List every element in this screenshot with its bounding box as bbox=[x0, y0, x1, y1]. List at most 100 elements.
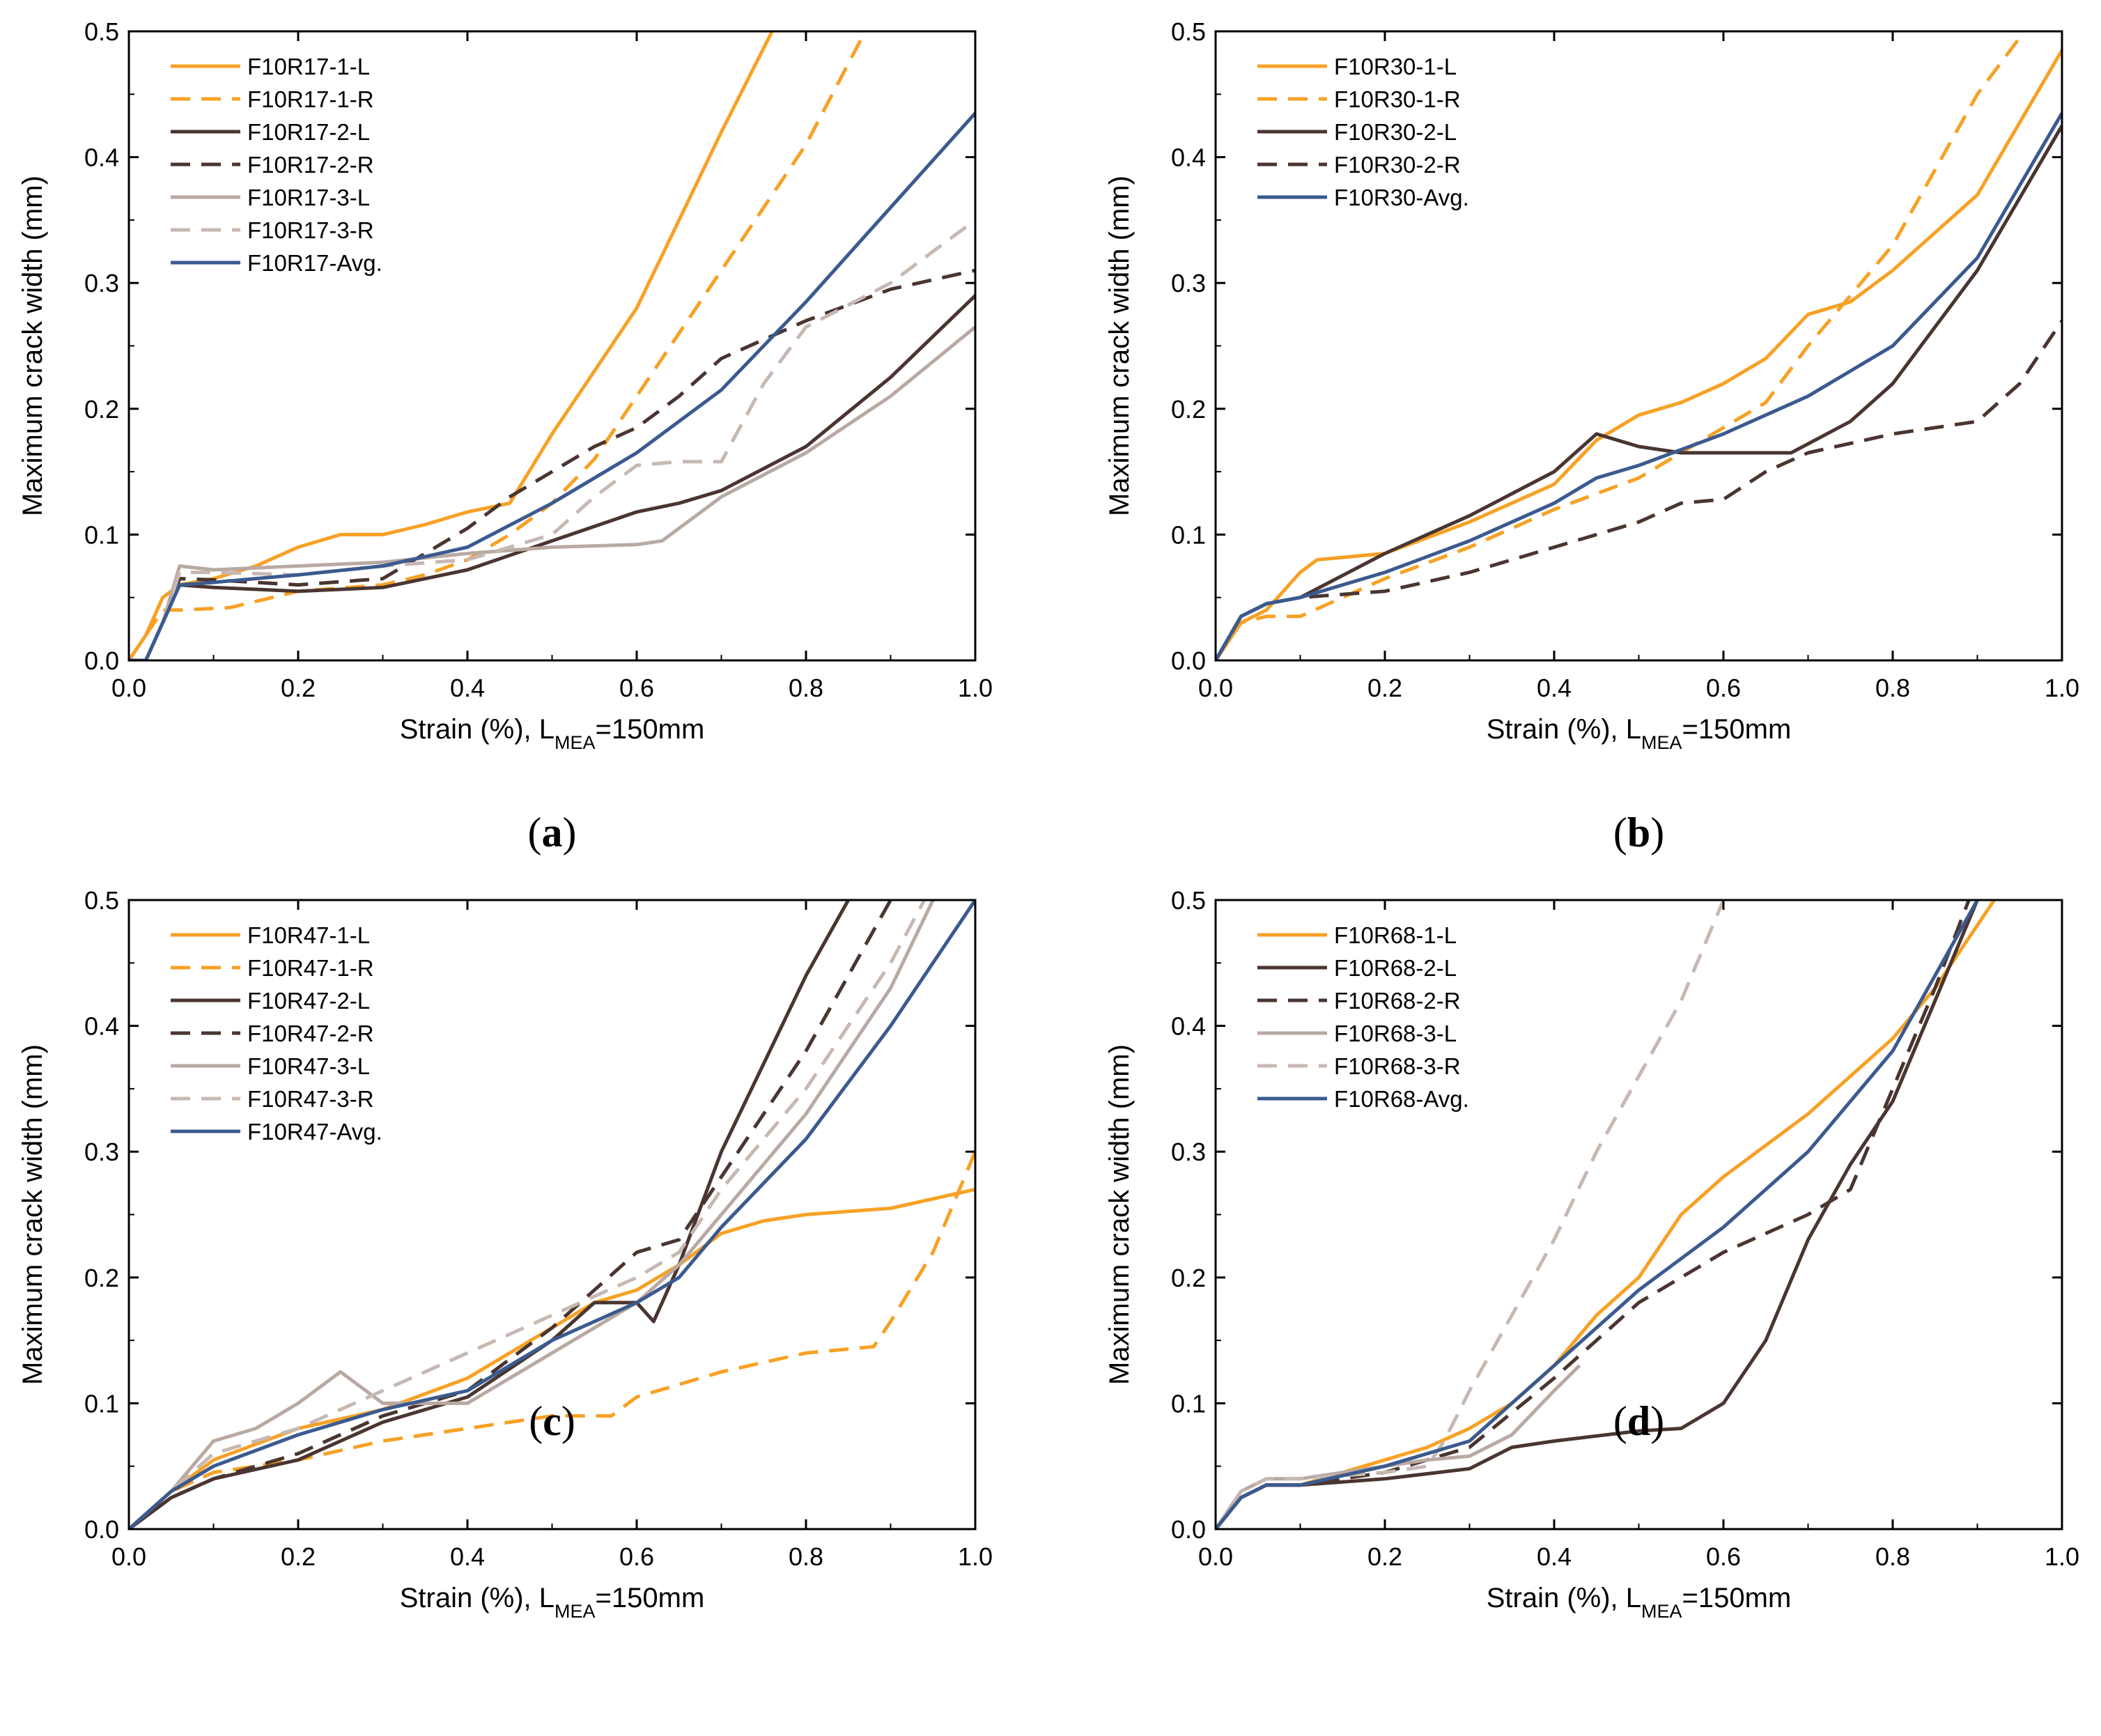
panel-b: 0.0 0.2 0.4 0.6 0.8 1.0 0.0 0.1 0.2 0.3 0.4 0.5 Stra… bbox=[1104, 17, 2079, 855]
x-tick-label: 0.2 bbox=[1367, 674, 1402, 702]
panel-label: (a) bbox=[528, 809, 577, 855]
y-tick-label: 0.3 bbox=[1171, 269, 1206, 297]
y-tick-label: 0.5 bbox=[1171, 886, 1206, 915]
legend-label: F10R17-1-R bbox=[247, 86, 374, 112]
x-tick-label: 0.4 bbox=[450, 1542, 485, 1571]
series-group bbox=[129, 900, 975, 1529]
x-tick-label: 0.4 bbox=[450, 674, 485, 702]
y-tick-label: 0.5 bbox=[1171, 17, 1206, 46]
x-tick-label: 1.0 bbox=[2045, 674, 2079, 702]
legend-label: F10R47-2-L bbox=[247, 988, 370, 1014]
panel-label-letter: a bbox=[542, 809, 563, 855]
x-tick-label: 0.6 bbox=[619, 674, 654, 702]
y-tick-label: 0.4 bbox=[84, 1012, 119, 1041]
legend-label: F10R30-2-L bbox=[1334, 119, 1457, 145]
series-line-f10r68-2-l bbox=[1216, 900, 1979, 1529]
x-tick-label: 0.8 bbox=[1875, 674, 1910, 702]
legend-label: F10R30-2-R bbox=[1334, 152, 1461, 178]
panel-label-letter: d bbox=[1627, 1398, 1650, 1444]
series-group bbox=[1216, 36, 2062, 660]
series-line-f10r68-2-r bbox=[1216, 900, 1971, 1529]
series-line-f10r47-2-l bbox=[129, 900, 850, 1529]
series-line-f10r47-avg bbox=[129, 900, 975, 1529]
series-line-f10r47-2-r bbox=[129, 900, 892, 1529]
x-tick-label: 0.4 bbox=[1537, 1542, 1572, 1571]
legend-label: F10R30-1-R bbox=[1334, 86, 1461, 112]
x-axis-title-subscript: MEA bbox=[555, 1601, 596, 1622]
legend-label: F10R47-1-L bbox=[247, 922, 370, 948]
y-tick-label: 0.3 bbox=[84, 1138, 119, 1166]
panel-label: (b) bbox=[1613, 809, 1664, 855]
panel-label-close: ) bbox=[561, 1398, 575, 1444]
x-axis-title-subscript: MEA bbox=[1641, 732, 1682, 753]
y-tick-label: 0.4 bbox=[84, 144, 119, 172]
x-tick-label: 1.0 bbox=[958, 674, 993, 702]
x-tick-label: 0.0 bbox=[1198, 1542, 1233, 1571]
series-line-f10r47-3-r bbox=[129, 900, 927, 1529]
series-line-f10r30-avg bbox=[1216, 112, 2062, 660]
series-line-f10r30-2-r bbox=[1216, 320, 2062, 660]
y-tick-label: 0.2 bbox=[1171, 395, 1206, 424]
x-axis-title-tail: =150mm bbox=[1682, 1583, 1792, 1613]
panel-label-open: ( bbox=[529, 1398, 543, 1444]
x-axis-title-subscript: MEA bbox=[555, 732, 596, 753]
legend-label: F10R17-Avg. bbox=[247, 250, 382, 276]
y-tick-label: 0.1 bbox=[84, 520, 119, 549]
legend-label: F10R68-3-R bbox=[1334, 1053, 1461, 1079]
y-tick-label: 0.4 bbox=[1171, 1012, 1206, 1041]
legend-label: F10R68-3-L bbox=[1334, 1021, 1457, 1046]
panel-label-open: ( bbox=[1613, 1398, 1627, 1444]
y-tick-label: 0.1 bbox=[1171, 1389, 1206, 1418]
y-tick-label: 0.2 bbox=[84, 1264, 119, 1292]
series-line-f10r68-3-l bbox=[1216, 1364, 1581, 1529]
x-axis-title-main: Strain (%), L bbox=[1487, 714, 1641, 745]
panel-label: (c) bbox=[529, 1398, 575, 1444]
series-group bbox=[129, 31, 975, 660]
panel-c: 0.0 0.2 0.4 0.6 0.8 1.0 0.0 0.1 0.2 0.3 0.4 0.5 Stra… bbox=[17, 886, 993, 1622]
panel-label-close: ) bbox=[563, 809, 577, 855]
x-axis-title: Strain (%), LMEA=150mm bbox=[400, 714, 705, 753]
x-tick-label: 1.0 bbox=[2045, 1542, 2079, 1571]
series-line-f10r30-1-l bbox=[1216, 49, 2062, 660]
series-line-f10r17-3-r bbox=[129, 218, 975, 660]
y-axis-title: Maximum crack width (mm) bbox=[17, 176, 48, 516]
panel-label-letter: c bbox=[543, 1398, 561, 1444]
series-line-f10r30-1-r bbox=[1216, 36, 2022, 660]
x-axis-title: Strain (%), LMEA=150mm bbox=[1487, 714, 1792, 753]
series-line-f10r68-3-r bbox=[1216, 900, 1726, 1529]
legend-label: F10R30-Avg. bbox=[1334, 185, 1469, 210]
x-tick-label: 0.6 bbox=[1706, 674, 1741, 702]
series-group bbox=[1216, 900, 1996, 1529]
x-tick-label: 0.8 bbox=[1875, 1542, 1910, 1571]
series-line-f10r17-2-l bbox=[129, 294, 975, 660]
panel-label-close: ) bbox=[1650, 1398, 1664, 1444]
x-axis-title-tail: =150mm bbox=[596, 1583, 705, 1613]
legend-label: F10R30-1-L bbox=[1334, 54, 1457, 79]
x-axis-title-tail: =150mm bbox=[596, 714, 705, 745]
y-tick-label: 0.2 bbox=[84, 395, 119, 424]
x-tick-label: 0.8 bbox=[789, 674, 823, 702]
x-axis-title-main: Strain (%), L bbox=[400, 714, 555, 745]
legend: F10R47-1-L F10R47-1-R F10R47-2-L F10R47-2-R… bbox=[171, 922, 382, 1145]
legend-label: F10R47-Avg. bbox=[247, 1119, 382, 1145]
x-axis-title: Strain (%), LMEA=150mm bbox=[1487, 1583, 1792, 1622]
panel-d: 0.0 0.2 0.4 0.6 0.8 1.0 0.0 0.1 0.2 0.3 0.4 0.5 Stra… bbox=[1104, 886, 2079, 1622]
legend-label: F10R68-2-R bbox=[1334, 988, 1461, 1014]
series-line-f10r47-1-r bbox=[129, 1151, 975, 1529]
x-tick-label: 0.0 bbox=[111, 674, 146, 702]
x-axis-title-subscript: MEA bbox=[1641, 1601, 1682, 1622]
legend: F10R68-1-L F10R68-2-L F10R68-2-R F10R68-3-L… bbox=[1257, 922, 1469, 1112]
y-tick-label: 0.5 bbox=[84, 886, 119, 915]
y-tick-label: 0.1 bbox=[84, 1389, 119, 1418]
legend-label: F10R68-1-L bbox=[1334, 922, 1457, 948]
x-axis-title-main: Strain (%), L bbox=[1487, 1583, 1641, 1613]
legend-label: F10R17-3-R bbox=[247, 217, 374, 243]
x-axis-title: Strain (%), LMEA=150mm bbox=[400, 1583, 705, 1622]
panel-label-open: ( bbox=[528, 809, 542, 855]
legend-label: F10R68-2-L bbox=[1334, 955, 1457, 981]
panel-label: (d) bbox=[1613, 1398, 1664, 1444]
y-axis-title: Maximum crack width (mm) bbox=[17, 1044, 48, 1385]
y-tick-label: 0.0 bbox=[1171, 1515, 1206, 1544]
series-line-f10r47-1-l bbox=[129, 1187, 975, 1529]
